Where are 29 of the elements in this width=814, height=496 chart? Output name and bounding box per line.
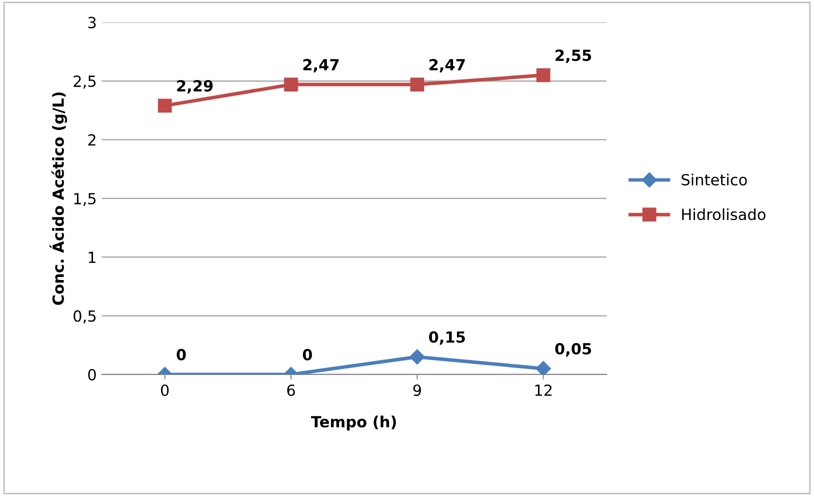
y-tick-label: 2,5 xyxy=(74,75,96,89)
legend-label: Sintetico xyxy=(682,174,747,186)
data-label: 2,47 xyxy=(303,58,339,72)
data-label: 2,29 xyxy=(177,80,213,94)
y-tick-label: 1,5 xyxy=(74,193,96,206)
point xyxy=(158,98,172,113)
x-tick-label: 12 xyxy=(535,384,552,396)
y-tick-label: 0,5 xyxy=(74,310,96,324)
data-label: 0,15 xyxy=(429,331,465,345)
point xyxy=(536,68,550,82)
point xyxy=(410,349,425,364)
data-label: 0 xyxy=(302,348,312,360)
point xyxy=(284,78,298,92)
data-label: 0,05 xyxy=(555,342,592,356)
y-tick-label: 2 xyxy=(88,134,96,146)
data-label: 2,47 xyxy=(429,58,465,72)
x-tick-label: 0 xyxy=(160,384,169,396)
y-axis-title: Conc. Ácido Acético (g/L) xyxy=(50,92,68,305)
point xyxy=(536,361,551,374)
y-tick-label: 1 xyxy=(88,252,96,263)
x-tick-label: 9 xyxy=(413,384,421,396)
y-tick-label: 0 xyxy=(88,368,96,380)
data-label: 2,55 xyxy=(556,50,592,64)
legend-label: Hidrolisado xyxy=(682,208,766,220)
x-tick-label: 6 xyxy=(287,384,295,396)
y-tick-label: 3 xyxy=(88,16,96,28)
data-label: 0 xyxy=(176,348,186,360)
point xyxy=(410,78,424,92)
x-axis-title: Tempo (h) xyxy=(311,416,396,430)
